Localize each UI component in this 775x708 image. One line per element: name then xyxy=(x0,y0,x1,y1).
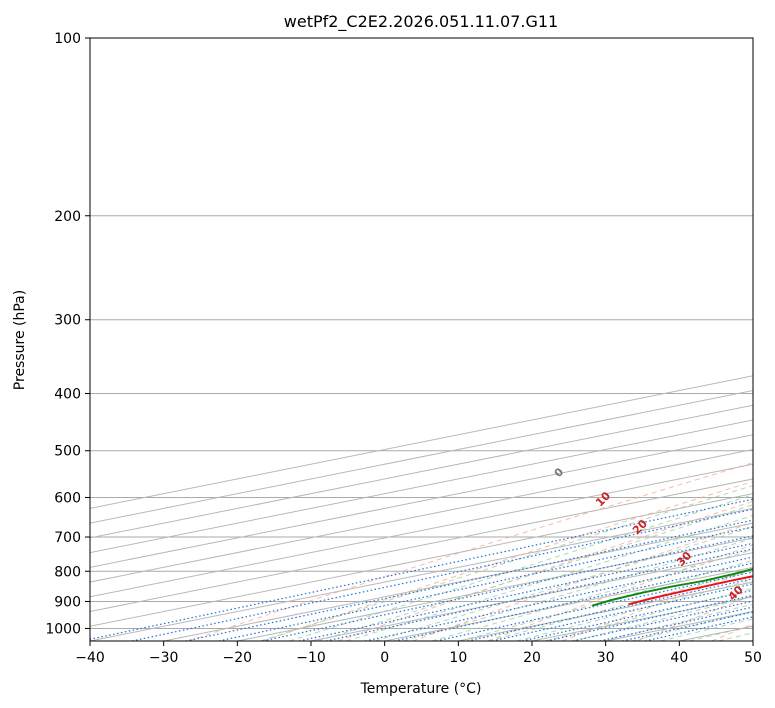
plot-area xyxy=(90,38,753,641)
mixing-ratio-line xyxy=(218,526,753,641)
isotherm-line xyxy=(237,537,753,641)
isotherm-line xyxy=(163,522,753,641)
y-tick-label: 500 xyxy=(54,444,81,460)
x-tick-label: 40 xyxy=(670,650,688,666)
x-tick-label: −30 xyxy=(149,650,179,666)
isotherm-line xyxy=(90,478,753,613)
isotherm-line xyxy=(90,493,753,627)
y-tick-label: 400 xyxy=(54,387,81,403)
mixing-ratio-line xyxy=(90,498,753,640)
y-tick-label: 600 xyxy=(54,490,81,506)
mixing-ratio-line xyxy=(572,600,753,641)
y-tick-label: 200 xyxy=(54,209,81,225)
plot-frame xyxy=(89,37,754,642)
dry-adiabat xyxy=(188,462,753,641)
mixing-ratio-line xyxy=(365,556,753,641)
dry-adiabat xyxy=(338,500,753,641)
x-tick-label: −40 xyxy=(75,650,105,666)
y-tick-label: 300 xyxy=(54,313,81,329)
x-tick-label: 10 xyxy=(449,650,467,666)
dry-adiabat xyxy=(562,568,753,641)
mixing-ratio-line xyxy=(185,519,753,641)
x-tick-label: 50 xyxy=(744,650,762,666)
mixing-ratio-line xyxy=(131,508,753,641)
y-tick-label: 100 xyxy=(54,31,81,47)
y-axis-label: Pressure (hPa) xyxy=(12,290,28,390)
moist-adiabat xyxy=(431,548,753,641)
chart-title: wetPf2_C2E2.2026.051.11.07.G11 xyxy=(284,12,558,32)
x-axis-label: Temperature (°C) xyxy=(360,681,482,697)
x-tick-label: 20 xyxy=(523,650,541,666)
background-lines xyxy=(90,38,753,641)
y-tick-label: 700 xyxy=(54,530,81,546)
mixing-ratio-line xyxy=(599,606,753,641)
isotherm-line xyxy=(90,419,753,554)
dry-adiabat xyxy=(487,544,753,641)
mixing-ratio-line xyxy=(492,583,753,641)
x-tick-label: 30 xyxy=(597,650,615,666)
mixing-ratio-line xyxy=(546,594,753,641)
isotherm-line xyxy=(90,463,753,598)
mixing-ratio-line xyxy=(325,548,753,641)
x-tick-label: 0 xyxy=(380,650,389,666)
isotherm-line xyxy=(90,507,753,641)
dry-adiabat xyxy=(263,480,753,641)
x-tick-label: −20 xyxy=(223,650,253,666)
moist-adiabat xyxy=(374,526,753,641)
isotherm-line xyxy=(90,434,753,568)
y-tick-label: 1000 xyxy=(45,621,81,637)
y-tick-label: 800 xyxy=(54,564,81,580)
isotherm-line xyxy=(90,448,753,583)
axis-ticks: −40 −30 −20 −10 0 10 20 30 40 50 100 200 300 400 500 60… xyxy=(45,31,762,666)
mixing-ratio-line xyxy=(521,589,753,641)
y-tick-label: 900 xyxy=(54,594,81,610)
moist-adiabat xyxy=(487,569,753,641)
moist-adiabat xyxy=(288,494,753,641)
moist-adiabat xyxy=(544,587,753,641)
x-tick-label: −10 xyxy=(296,650,326,666)
moist-adiabat xyxy=(317,504,753,641)
